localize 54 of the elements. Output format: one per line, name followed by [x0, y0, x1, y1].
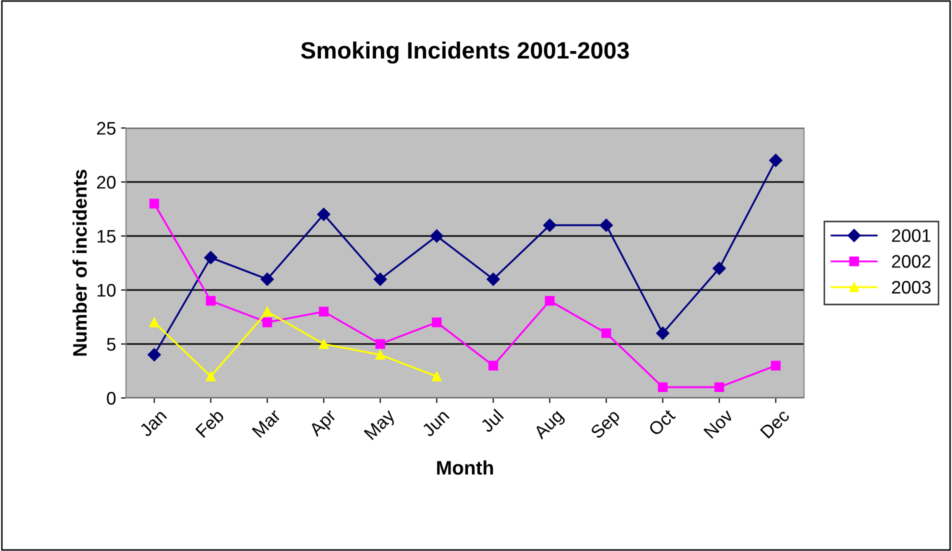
point [600, 218, 613, 232]
point [317, 208, 330, 221]
y-tick-label: 10 [98, 284, 116, 297]
point [149, 198, 160, 208]
point [375, 350, 386, 360]
point [262, 318, 272, 328]
legend-label: 2003 [892, 280, 931, 294]
point [543, 218, 556, 232]
point [432, 318, 442, 328]
point [374, 272, 387, 286]
point [769, 154, 782, 167]
point [148, 348, 161, 362]
x-tick-label: Jul [479, 408, 504, 434]
point [318, 339, 329, 349]
y-tick-label: 5 [106, 338, 116, 351]
x-tick-label: May [364, 408, 398, 443]
point [658, 382, 668, 392]
point [432, 372, 442, 382]
point [262, 306, 272, 316]
point [375, 339, 386, 349]
point [712, 262, 726, 275]
point [601, 328, 612, 338]
y-tick-label: 20 [97, 176, 116, 189]
x-tick-label: Aug [532, 409, 566, 442]
x-tick-label: Feb [194, 408, 225, 438]
x-tick-label: Dec [760, 408, 790, 439]
point [714, 382, 724, 392]
x-axis-title: Month [437, 460, 493, 475]
x-tick-label: Apr [308, 408, 340, 440]
x-tick-label: Jan [138, 409, 168, 438]
x-tick-label: Nov [703, 408, 734, 439]
point [206, 296, 216, 306]
point [656, 326, 670, 340]
point [488, 360, 498, 370]
point [149, 318, 160, 328]
y-tick-label: 15 [98, 230, 116, 243]
point [770, 360, 781, 370]
legend-label: 2002 [892, 255, 930, 268]
x-tick-label: Oct [648, 408, 676, 436]
y-tick-label: 25 [97, 122, 116, 135]
point [318, 306, 329, 316]
y-axis-title: Number of incidents [72, 170, 87, 356]
point [430, 229, 444, 243]
x-tick-label: Jun [421, 409, 450, 438]
y-tick-label: 0 [106, 392, 116, 405]
x-tick-label: Mar [252, 408, 282, 438]
chart-title: Smoking Incidents 2001-2003 [301, 41, 629, 64]
point [204, 251, 218, 264]
x-tick-label: Sep [590, 408, 624, 442]
point [544, 296, 555, 306]
point [486, 272, 500, 286]
point [206, 372, 216, 382]
legend-label: 2001 [892, 229, 930, 242]
point [260, 272, 274, 286]
